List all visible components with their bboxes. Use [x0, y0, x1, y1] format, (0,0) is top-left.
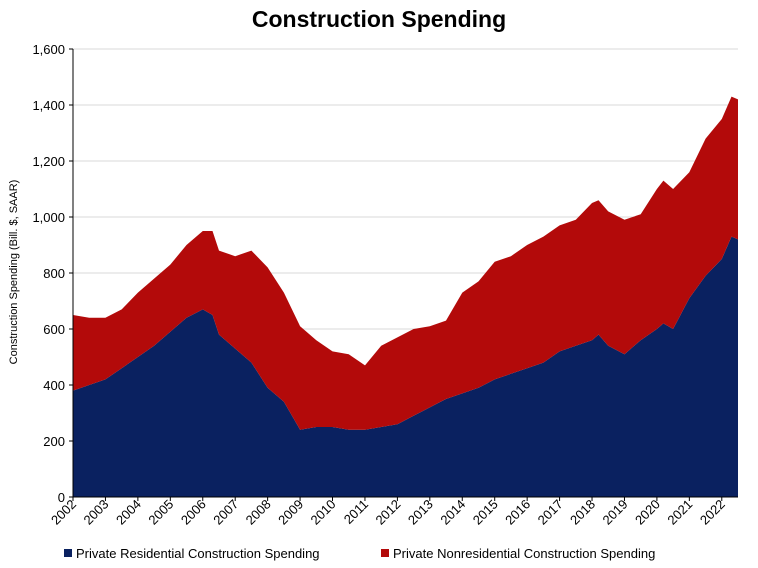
y-tick-labels: 0 200 400 600 800 1,000 1,200 1,400 1,600 — [32, 42, 65, 505]
x-tick-label: 2013 — [405, 497, 436, 528]
legend-item: Private Residential Construction Spendin… — [64, 546, 320, 561]
legend-label: Private Nonresidential Construction Spen… — [393, 546, 655, 561]
x-tick-label: 2022 — [697, 497, 728, 528]
plot-area — [73, 96, 738, 497]
y-tick-label: 1,600 — [32, 42, 65, 57]
x-tick-label: 2020 — [632, 497, 663, 528]
chart-title: Construction Spending — [252, 6, 506, 32]
y-tick-label: 1,200 — [32, 154, 65, 169]
x-tick-label: 2018 — [567, 497, 598, 528]
x-tick-label: 2003 — [80, 497, 111, 528]
x-tick-label: 2005 — [145, 497, 176, 528]
x-tick-label: 2011 — [341, 497, 371, 527]
y-tick-label: 800 — [43, 266, 65, 281]
x-tick-label: 2010 — [308, 497, 339, 528]
legend-swatch — [64, 549, 72, 557]
y-tick-label: 1,000 — [32, 210, 65, 225]
x-tick-label: 2021 — [664, 497, 695, 528]
x-tick-label: 2017 — [535, 497, 566, 528]
y-tick-label: 600 — [43, 322, 65, 337]
y-tick-label: 0 — [58, 490, 65, 505]
x-tick-label: 2019 — [600, 497, 631, 528]
x-tick-label: 2014 — [437, 497, 468, 528]
x-tick-label: 2015 — [470, 497, 501, 528]
legend-item: Private Nonresidential Construction Spen… — [381, 546, 655, 561]
y-tick-label: 1,400 — [32, 98, 65, 113]
x-tick-label: 2002 — [48, 497, 79, 528]
x-tick-label: 2004 — [113, 497, 144, 528]
x-tick-labels: 2002 2003 2004 2005 2006 2007 2008 2009 2010 2011… — [48, 497, 728, 528]
legend-swatch — [381, 549, 389, 557]
x-tick-label: 2006 — [178, 497, 209, 528]
x-tick-label: 2008 — [243, 497, 274, 528]
y-axis-label: Construction Spending (Bill. $, SAAR) — [8, 180, 20, 365]
y-tick-label: 400 — [43, 378, 65, 393]
legend-label: Private Residential Construction Spendin… — [76, 546, 320, 561]
x-tick-label: 2009 — [275, 497, 306, 528]
x-tick-label: 2007 — [210, 497, 241, 528]
x-tick-label: 2012 — [372, 497, 403, 528]
area-series-private-residential-construction-spending — [73, 236, 738, 497]
axes — [69, 48, 738, 501]
x-tick-label: 2016 — [502, 497, 533, 528]
area-series-private-nonresidential-construction-spending — [73, 96, 738, 430]
y-tick-label: 200 — [43, 434, 65, 449]
legend: Private Residential Construction Spendin… — [64, 546, 655, 561]
